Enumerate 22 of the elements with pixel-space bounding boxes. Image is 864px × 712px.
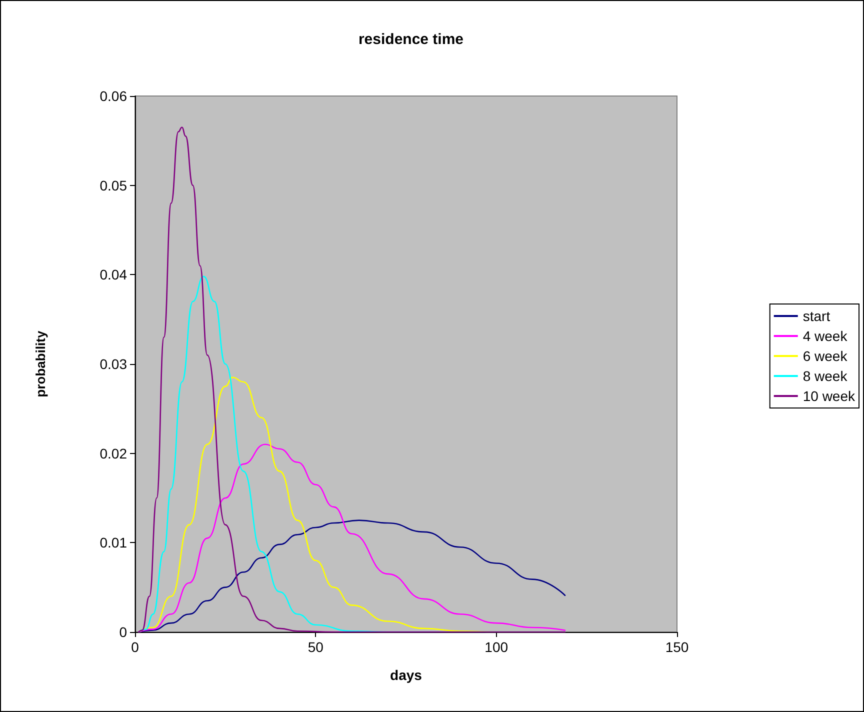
x-tick-label: 100 bbox=[484, 639, 508, 655]
y-axis-title: probability bbox=[33, 330, 48, 398]
x-tick-label: 50 bbox=[308, 639, 324, 655]
legend-label: 6 week bbox=[802, 348, 848, 364]
y-tick-label: 0 bbox=[119, 624, 128, 640]
legend-label: 4 week bbox=[802, 328, 848, 344]
y-tick-label: 0.06 bbox=[100, 88, 128, 104]
line-series bbox=[138, 444, 566, 633]
chart-title: residence time bbox=[358, 31, 464, 48]
y-tick-label: 0.01 bbox=[100, 534, 128, 551]
x-axis-title: days bbox=[390, 667, 422, 683]
y-tick-label: 0.04 bbox=[100, 266, 128, 283]
line-series bbox=[138, 126, 566, 633]
x-tick-label: 0 bbox=[131, 639, 140, 655]
x-tick-label: 150 bbox=[665, 639, 689, 655]
legend-label: 8 week bbox=[802, 368, 848, 384]
legend-label: start bbox=[802, 308, 830, 324]
legend-label: 10 week bbox=[802, 388, 856, 404]
y-tick-label: 0.05 bbox=[100, 177, 128, 194]
y-tick-label: 0.03 bbox=[100, 356, 128, 372]
y-tick-label: 0.02 bbox=[100, 445, 128, 462]
line-series bbox=[138, 520, 566, 633]
